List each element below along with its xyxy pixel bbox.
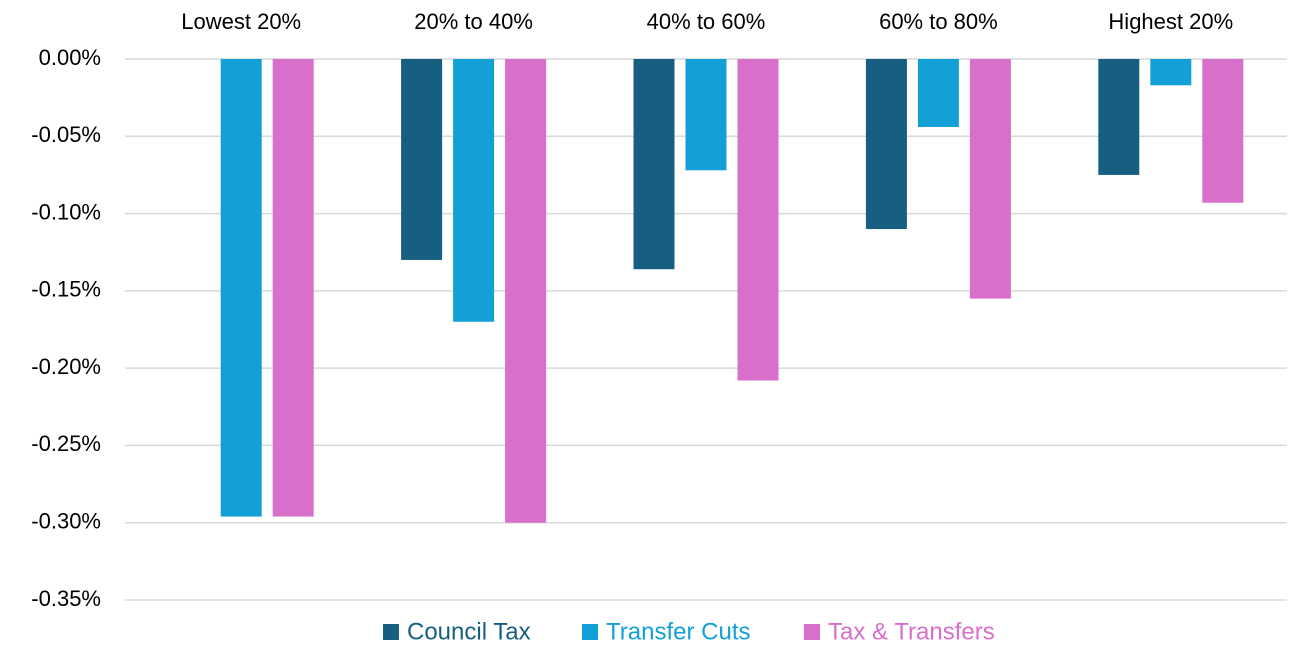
- y-tick-label: -0.10%: [31, 199, 101, 224]
- y-tick-label: -0.20%: [31, 354, 101, 379]
- x-tick-label: Lowest 20%: [181, 9, 301, 34]
- bar: [1098, 59, 1140, 175]
- bar: [220, 59, 262, 517]
- bar: [737, 59, 779, 381]
- legend-swatch: [582, 624, 598, 640]
- bar: [685, 59, 727, 171]
- x-tick-label: 60% to 80%: [879, 9, 998, 34]
- x-tick-label: 40% to 60%: [647, 9, 766, 34]
- bar: [865, 59, 907, 230]
- y-tick-label: -0.05%: [31, 122, 101, 147]
- legend-swatch: [804, 624, 820, 640]
- legend-label: Council Tax: [407, 618, 531, 645]
- bar: [272, 59, 314, 517]
- y-tick-label: 0.00%: [39, 45, 101, 70]
- bar: [969, 59, 1011, 299]
- y-tick-label: -0.30%: [31, 509, 101, 534]
- bar: [1202, 59, 1244, 203]
- x-tick-label: 20% to 40%: [414, 9, 533, 34]
- y-tick-label: -0.25%: [31, 431, 101, 456]
- bar: [633, 59, 675, 270]
- bar: [917, 59, 959, 128]
- y-tick-label: -0.35%: [31, 586, 101, 611]
- bar: [505, 59, 547, 523]
- legend-swatch: [383, 624, 399, 640]
- y-tick-label: -0.15%: [31, 277, 101, 302]
- legend-label: Tax & Transfers: [828, 618, 995, 645]
- bar: [401, 59, 443, 260]
- legend-label: Transfer Cuts: [606, 618, 750, 645]
- bar: [1150, 59, 1192, 86]
- bar: [453, 59, 495, 322]
- x-tick-label: Highest 20%: [1108, 9, 1233, 34]
